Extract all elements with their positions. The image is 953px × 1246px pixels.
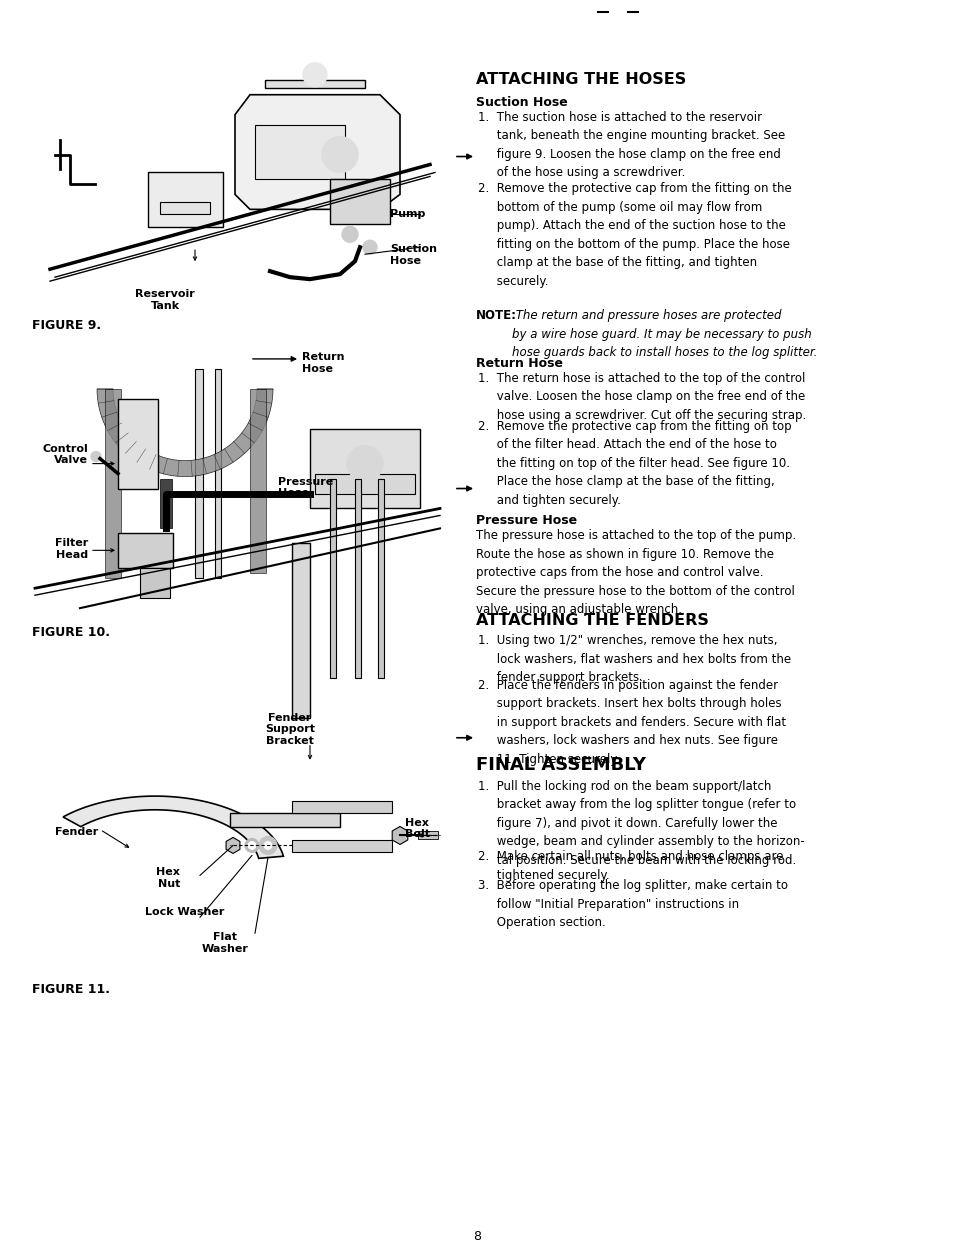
FancyBboxPatch shape — [292, 543, 310, 718]
FancyBboxPatch shape — [160, 478, 172, 528]
FancyBboxPatch shape — [292, 801, 392, 812]
Text: Hex
Bolt: Hex Bolt — [405, 817, 430, 839]
Text: Reservoir
Tank: Reservoir Tank — [135, 289, 194, 310]
Text: FIGURE 11.: FIGURE 11. — [32, 983, 110, 996]
FancyBboxPatch shape — [377, 478, 384, 678]
Text: 2.  Place the fenders in position against the fender
     support brackets. Inse: 2. Place the fenders in position against… — [477, 679, 785, 766]
Text: 8: 8 — [473, 1230, 480, 1244]
FancyBboxPatch shape — [105, 389, 121, 578]
FancyBboxPatch shape — [118, 533, 172, 568]
FancyBboxPatch shape — [140, 568, 170, 598]
Circle shape — [264, 841, 272, 850]
FancyBboxPatch shape — [148, 172, 223, 227]
Text: 2.  Remove the protective cap from the fitting on the
     bottom of the pump (s: 2. Remove the protective cap from the fi… — [477, 182, 791, 288]
Polygon shape — [234, 95, 399, 209]
FancyBboxPatch shape — [292, 841, 392, 852]
Polygon shape — [63, 796, 283, 858]
Text: FIGURE 9.: FIGURE 9. — [32, 319, 101, 331]
Circle shape — [258, 836, 276, 855]
Text: Return
Hose: Return Hose — [302, 351, 344, 374]
Text: Lock Washer: Lock Washer — [145, 907, 224, 917]
Text: NOTE:: NOTE: — [476, 309, 517, 321]
FancyBboxPatch shape — [330, 179, 390, 224]
FancyBboxPatch shape — [230, 812, 339, 827]
Text: Suction
Hose: Suction Hose — [390, 244, 436, 265]
Circle shape — [248, 841, 255, 850]
FancyBboxPatch shape — [160, 202, 210, 214]
Text: Control
Valve: Control Valve — [42, 444, 88, 465]
Circle shape — [322, 137, 357, 172]
FancyBboxPatch shape — [194, 369, 203, 578]
Text: Filter
Head: Filter Head — [54, 538, 88, 559]
Text: FINAL ASSEMBLY: FINAL ASSEMBLY — [476, 756, 645, 774]
Circle shape — [347, 446, 382, 481]
Text: FIGURE 10.: FIGURE 10. — [32, 625, 110, 639]
Circle shape — [91, 451, 101, 461]
Text: Suction Hose: Suction Hose — [476, 96, 567, 108]
Text: Fender: Fender — [54, 827, 98, 837]
Text: 1.  The suction hose is attached to the reservoir
     tank, beneath the engine : 1. The suction hose is attached to the r… — [477, 111, 784, 179]
Circle shape — [245, 839, 258, 852]
Text: ATTACHING THE HOSES: ATTACHING THE HOSES — [476, 72, 685, 87]
FancyBboxPatch shape — [214, 369, 221, 578]
FancyBboxPatch shape — [330, 478, 335, 678]
FancyBboxPatch shape — [314, 473, 415, 493]
Text: Fender
Support
Bracket: Fender Support Bracket — [265, 713, 314, 746]
Text: Pressure
Hose: Pressure Hose — [277, 476, 333, 498]
Text: 1.  Using two 1/2" wrenches, remove the hex nuts,
     lock washers, flat washer: 1. Using two 1/2" wrenches, remove the h… — [477, 634, 790, 684]
Text: Hex
Nut: Hex Nut — [156, 867, 180, 888]
Polygon shape — [97, 389, 273, 476]
Text: Flat
Washer: Flat Washer — [201, 932, 248, 953]
FancyBboxPatch shape — [118, 399, 158, 488]
Text: Pressure Hose: Pressure Hose — [476, 515, 577, 527]
Text: 2.  Make certain all nuts, bolts and hose clamps are
     tightened securely.: 2. Make certain all nuts, bolts and hose… — [477, 851, 782, 882]
Circle shape — [363, 240, 376, 254]
Text: 2.  Remove the protective cap from the fitting on top
     of the filter head. A: 2. Remove the protective cap from the fi… — [477, 420, 791, 507]
Text: 1.  The return hose is attached to the top of the control
     valve. Loosen the: 1. The return hose is attached to the to… — [477, 371, 805, 422]
Text: The return and pressure hoses are protected
by a wire hose guard. It may be nece: The return and pressure hoses are protec… — [512, 309, 817, 359]
Text: Pump: Pump — [390, 209, 425, 219]
FancyBboxPatch shape — [265, 80, 365, 87]
Text: The pressure hose is attached to the top of the pump.
Route the hose as shown in: The pressure hose is attached to the top… — [476, 530, 796, 617]
Circle shape — [341, 227, 357, 242]
Text: 3.  Before operating the log splitter, make certain to
     follow "Initial Prep: 3. Before operating the log splitter, ma… — [477, 880, 787, 930]
FancyBboxPatch shape — [250, 389, 266, 573]
Circle shape — [303, 62, 327, 87]
Text: 1.  Pull the locking rod on the beam support/latch
     bracket away from the lo: 1. Pull the locking rod on the beam supp… — [477, 780, 804, 867]
Text: Return Hose: Return Hose — [476, 356, 562, 370]
FancyBboxPatch shape — [355, 478, 360, 678]
FancyBboxPatch shape — [254, 125, 345, 179]
FancyBboxPatch shape — [310, 429, 419, 508]
FancyBboxPatch shape — [417, 831, 437, 840]
Text: ATTACHING THE FENDERS: ATTACHING THE FENDERS — [476, 613, 708, 628]
